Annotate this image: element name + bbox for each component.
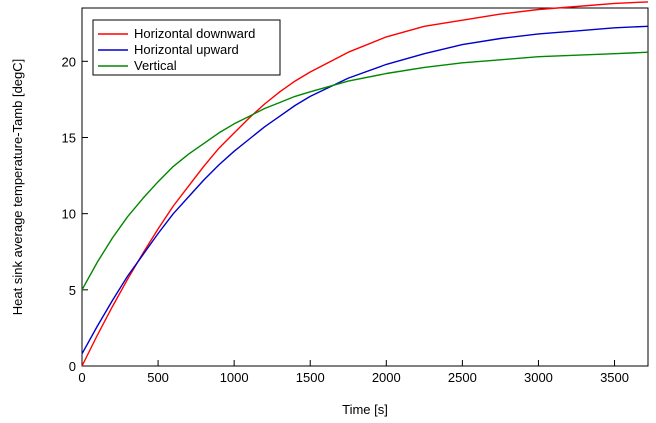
series-line-horizontal-upward (81, 25, 649, 355)
y-tick-label: 15 (62, 130, 76, 145)
y-tick-label: 0 (69, 359, 76, 374)
tick-label-group: 0 500 1000 1500 2000 2500 3000 3500 0 5 10 15 20 (62, 54, 629, 385)
legend-label: Horizontal downward (134, 26, 255, 41)
x-axis-label: Time [s] (342, 402, 388, 417)
series-line-horizontal-downward (81, 1, 649, 367)
x-tick-label: 0 (78, 370, 85, 385)
x-tick-label: 1500 (296, 370, 325, 385)
tick-group (81, 60, 616, 367)
y-tick-label: 5 (69, 283, 76, 298)
x-tick-label: 3500 (600, 370, 629, 385)
x-tick-label: 2000 (372, 370, 401, 385)
y-tick-label: 20 (62, 54, 76, 69)
x-tick-label: 1000 (220, 370, 249, 385)
x-tick-label: 2500 (448, 370, 477, 385)
x-tick-label: 3000 (524, 370, 553, 385)
x-tick-label: 500 (147, 370, 169, 385)
legend-label: Horizontal upward (134, 42, 239, 57)
series-lines (81, 1, 649, 367)
legend-label: Vertical (134, 58, 177, 73)
series-line-vertical (81, 51, 649, 291)
y-tick-label: 10 (62, 207, 76, 222)
y-axis-label: Heat sink average temperature-Tamb [degC… (10, 59, 25, 316)
